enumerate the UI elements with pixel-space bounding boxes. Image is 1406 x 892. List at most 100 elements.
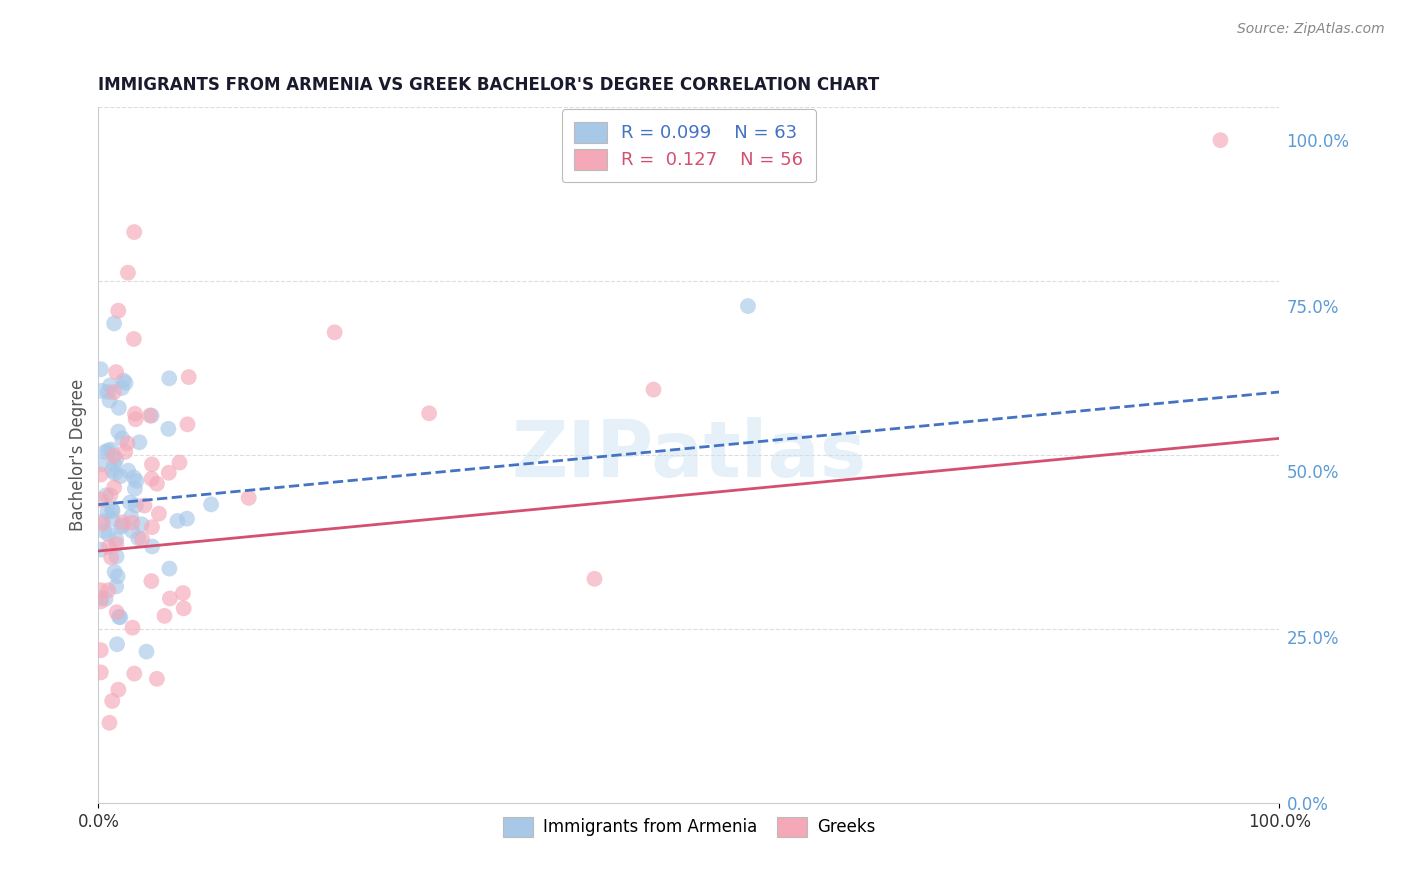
Point bbox=[135, 645, 157, 659]
Point bbox=[90, 458, 112, 472]
Point bbox=[125, 499, 148, 513]
Point bbox=[139, 409, 162, 423]
Point bbox=[121, 621, 143, 635]
Point bbox=[100, 550, 122, 565]
Point bbox=[108, 609, 131, 624]
Point bbox=[124, 482, 146, 496]
Point bbox=[107, 569, 129, 583]
Point bbox=[97, 583, 120, 598]
Point bbox=[90, 467, 112, 482]
Point bbox=[128, 435, 150, 450]
Point bbox=[107, 425, 129, 439]
Point bbox=[117, 266, 139, 280]
Point bbox=[90, 583, 112, 598]
Point bbox=[121, 516, 143, 530]
Point bbox=[105, 549, 128, 564]
Point bbox=[177, 370, 200, 384]
Point bbox=[103, 449, 125, 463]
Point bbox=[98, 488, 121, 502]
Point bbox=[122, 666, 145, 681]
Point bbox=[141, 540, 163, 554]
Point bbox=[98, 715, 121, 730]
Point bbox=[97, 504, 120, 518]
Point bbox=[737, 299, 759, 313]
Point bbox=[111, 431, 134, 445]
Point bbox=[101, 512, 124, 526]
Point bbox=[141, 520, 163, 534]
Point bbox=[103, 458, 125, 472]
Point bbox=[91, 514, 114, 528]
Point bbox=[90, 542, 112, 557]
Y-axis label: Bachelor's Degree: Bachelor's Degree bbox=[69, 379, 87, 531]
Point bbox=[122, 332, 145, 346]
Point bbox=[169, 456, 191, 470]
Point bbox=[94, 488, 117, 502]
Point bbox=[157, 466, 180, 480]
Point bbox=[141, 409, 163, 423]
Point bbox=[238, 491, 260, 505]
Point bbox=[146, 672, 169, 686]
Point bbox=[173, 601, 195, 615]
Point bbox=[90, 643, 112, 657]
Point bbox=[101, 694, 124, 708]
Point bbox=[90, 384, 112, 398]
Point bbox=[114, 376, 136, 390]
Point bbox=[125, 474, 148, 488]
Point bbox=[94, 591, 117, 606]
Point bbox=[105, 452, 128, 467]
Point bbox=[127, 532, 149, 546]
Point bbox=[124, 412, 146, 426]
Point bbox=[101, 504, 124, 518]
Point bbox=[146, 476, 169, 491]
Point bbox=[97, 384, 120, 399]
Point bbox=[141, 458, 163, 472]
Point bbox=[117, 436, 139, 450]
Point bbox=[97, 540, 120, 554]
Point bbox=[122, 225, 145, 239]
Point bbox=[104, 467, 127, 481]
Text: IMMIGRANTS FROM ARMENIA VS GREEK BACHELOR'S DEGREE CORRELATION CHART: IMMIGRANTS FROM ARMENIA VS GREEK BACHELO… bbox=[98, 77, 880, 95]
Point bbox=[141, 574, 163, 588]
Point bbox=[157, 561, 180, 575]
Point bbox=[98, 378, 121, 392]
Text: Source: ZipAtlas.com: Source: ZipAtlas.com bbox=[1237, 22, 1385, 37]
Point bbox=[131, 532, 153, 546]
Point bbox=[159, 591, 181, 606]
Point bbox=[148, 507, 170, 521]
Point bbox=[131, 517, 153, 532]
Legend: Immigrants from Armenia, Greeks: Immigrants from Armenia, Greeks bbox=[496, 811, 882, 843]
Point bbox=[105, 637, 128, 651]
Point bbox=[97, 443, 120, 458]
Point bbox=[100, 442, 122, 457]
Text: ZIPatlas: ZIPatlas bbox=[512, 417, 866, 493]
Point bbox=[103, 385, 125, 400]
Point bbox=[97, 527, 120, 541]
Point bbox=[118, 495, 141, 509]
Point bbox=[122, 470, 145, 484]
Point bbox=[101, 502, 124, 516]
Point bbox=[108, 401, 131, 415]
Point bbox=[176, 417, 198, 432]
Point bbox=[105, 533, 128, 547]
Point bbox=[176, 511, 198, 525]
Point bbox=[120, 509, 142, 524]
Point bbox=[107, 303, 129, 318]
Point bbox=[90, 665, 112, 680]
Point bbox=[114, 445, 136, 459]
Point bbox=[101, 463, 124, 477]
Point bbox=[93, 524, 115, 539]
Point bbox=[121, 524, 143, 538]
Point bbox=[418, 406, 440, 420]
Point bbox=[141, 472, 163, 486]
Point bbox=[90, 594, 112, 608]
Point bbox=[110, 520, 132, 534]
Point bbox=[112, 374, 135, 388]
Point bbox=[98, 393, 121, 408]
Point bbox=[107, 682, 129, 697]
Point bbox=[105, 579, 128, 593]
Point bbox=[157, 422, 180, 436]
Point bbox=[111, 516, 134, 530]
Point bbox=[105, 605, 128, 619]
Point bbox=[111, 381, 134, 395]
Point bbox=[583, 572, 606, 586]
